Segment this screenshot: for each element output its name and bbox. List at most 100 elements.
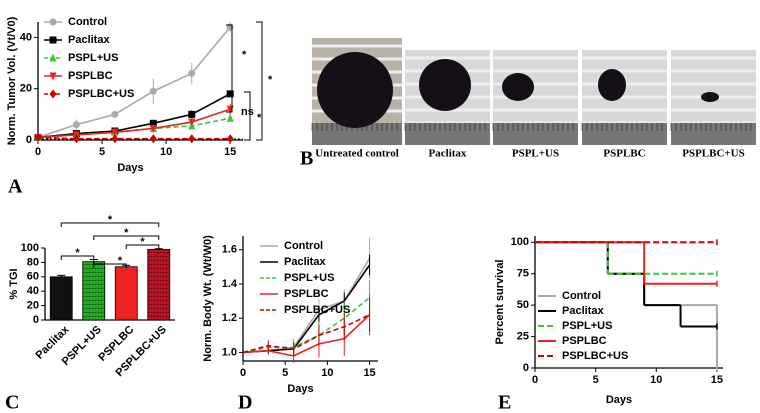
y-tick-label: 100 bbox=[21, 242, 39, 254]
marker bbox=[149, 134, 157, 144]
marker bbox=[49, 89, 57, 99]
legend-label: Paclitax bbox=[284, 256, 326, 268]
panel-label: C bbox=[5, 392, 19, 413]
ruler bbox=[671, 123, 756, 145]
y-axis-label: Norm. Body Wt. (Wt/W0) bbox=[202, 235, 214, 362]
panel-label: D bbox=[238, 392, 252, 413]
photo-caption: PSPLBC+US bbox=[682, 148, 745, 160]
chart: 0 25 50 75 100 0 5 10 15 Days Percent survival Cont… bbox=[494, 236, 723, 406]
chart: 0 20 40 0 5 10 15 Days Norm. Tumor Vol. (Vt/V0) C… bbox=[6, 16, 273, 174]
x-tick-label: 0 bbox=[532, 374, 538, 386]
significance-label: * bbox=[140, 236, 145, 248]
x-tick-label: 5 bbox=[282, 367, 288, 379]
significance-label: * bbox=[242, 49, 247, 61]
significance-bracket bbox=[93, 235, 160, 240]
y-tick-label: 0 bbox=[26, 134, 32, 146]
marker bbox=[226, 90, 234, 98]
photo-caption: PSPL+US bbox=[512, 148, 559, 160]
significance-label: ns bbox=[241, 106, 254, 118]
legend-label: PSPLBC bbox=[562, 335, 607, 347]
y-tick-label: 1.4 bbox=[222, 278, 238, 290]
marker bbox=[149, 124, 157, 133]
x-tick-label: 5 bbox=[593, 374, 599, 386]
marker bbox=[188, 69, 196, 77]
marker bbox=[188, 134, 196, 144]
significance-bracket bbox=[60, 255, 95, 260]
significance-label: * bbox=[124, 227, 129, 239]
x-tick-label: 10 bbox=[160, 146, 172, 158]
y-tick-label: 60 bbox=[27, 271, 39, 283]
y-tick-label: 0 bbox=[523, 362, 529, 374]
legend-label: PSPLBC+US bbox=[68, 88, 134, 100]
legend-label: PSPLBC+US bbox=[284, 304, 350, 316]
marker bbox=[49, 36, 57, 44]
legend-label: PSPLBC+US bbox=[562, 350, 628, 362]
marker bbox=[111, 134, 119, 144]
y-tick-label: 25 bbox=[517, 330, 529, 342]
y-tick-label: 0 bbox=[33, 314, 39, 326]
marker bbox=[188, 118, 196, 127]
y-tick-label: 1.0 bbox=[222, 346, 237, 358]
legend-label: Paclitax bbox=[68, 34, 110, 46]
legend-label: PSPL+US bbox=[284, 272, 334, 284]
y-tick-label: 1.2 bbox=[222, 312, 237, 324]
y-tick-label: 75 bbox=[517, 268, 529, 280]
bar bbox=[114, 266, 138, 321]
x-tick-label: 10 bbox=[650, 374, 662, 386]
tumor bbox=[502, 73, 534, 101]
y-tick-label: 20 bbox=[20, 83, 32, 95]
chart: 1.0 1.2 1.4 1.6 0 5 10 15 Days Norm. Body Wt. (Wt… bbox=[202, 235, 378, 395]
series-line bbox=[37, 93, 231, 139]
y-tick-label: 100 bbox=[511, 236, 529, 248]
photo-caption: PSPLBC bbox=[603, 148, 645, 160]
significance-label: * bbox=[118, 255, 123, 267]
legend-label: Paclitax bbox=[562, 305, 604, 317]
photo-caption: Paclitax bbox=[429, 148, 467, 160]
photo-panel: Untreated control Paclitax PSPL+US PSPLBC PS… bbox=[311, 38, 756, 160]
marker bbox=[111, 110, 119, 118]
marker bbox=[49, 72, 57, 81]
marker bbox=[226, 134, 234, 144]
marker bbox=[49, 18, 57, 26]
tumor bbox=[317, 52, 393, 128]
legend-label: Control bbox=[68, 16, 107, 28]
series-line bbox=[37, 108, 231, 139]
x-axis-label: Days bbox=[287, 383, 313, 395]
y-tick-label: 20 bbox=[27, 300, 39, 312]
marker bbox=[72, 121, 80, 129]
significance-label: * bbox=[268, 74, 273, 86]
ruler bbox=[312, 123, 402, 145]
x-axis-label: Days bbox=[117, 162, 143, 174]
y-axis-label: Percent survival bbox=[494, 260, 506, 345]
significance-label: * bbox=[257, 112, 262, 124]
bar bbox=[82, 261, 106, 321]
significance-bracket bbox=[60, 222, 160, 227]
significance-label: * bbox=[75, 247, 80, 259]
x-tick-label: 10 bbox=[321, 367, 333, 379]
legend-label: Control bbox=[284, 240, 323, 252]
marker bbox=[49, 53, 57, 62]
panel-label: E bbox=[498, 392, 511, 413]
legend-label: PSPL+US bbox=[562, 320, 612, 332]
y-tick-label: 1.6 bbox=[222, 244, 237, 256]
x-tick-label: 5 bbox=[99, 146, 105, 158]
ruler bbox=[582, 123, 667, 145]
significance-label: * bbox=[108, 214, 113, 226]
marker bbox=[72, 134, 80, 144]
bar bbox=[49, 276, 73, 321]
tumor bbox=[598, 69, 626, 101]
y-tick-label: 40 bbox=[20, 31, 32, 43]
series-line bbox=[242, 314, 370, 354]
series-line bbox=[37, 26, 231, 139]
x-tick-label: 15 bbox=[363, 367, 375, 379]
significance-bracket bbox=[93, 263, 127, 268]
tumor bbox=[419, 59, 471, 111]
legend-label: PSPLBC bbox=[68, 70, 113, 82]
y-axis-label: % TGI bbox=[8, 268, 20, 299]
series-line bbox=[37, 136, 231, 140]
marker bbox=[111, 128, 119, 137]
tumor bbox=[701, 92, 719, 102]
significance-bracket bbox=[125, 244, 160, 249]
y-tick-label: 50 bbox=[517, 299, 529, 311]
